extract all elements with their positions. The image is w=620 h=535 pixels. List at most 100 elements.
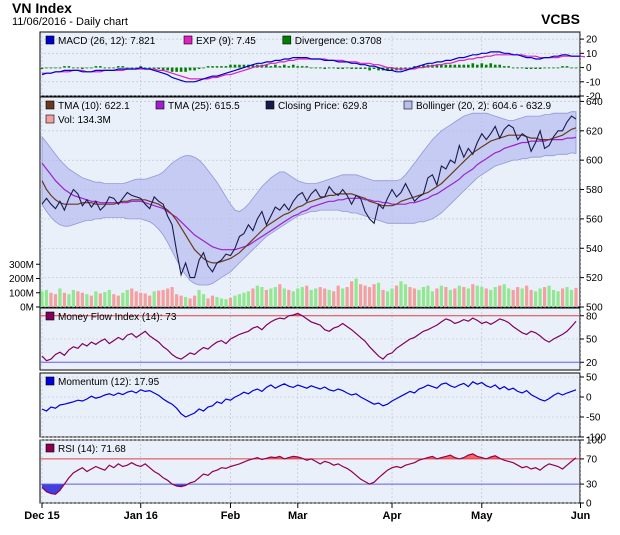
volume-bar-8 xyxy=(76,291,80,307)
volume-bar-108 xyxy=(525,285,529,307)
macd-divergence-bar-47 xyxy=(251,64,255,68)
volume-bar-49 xyxy=(260,287,264,307)
macd-divergence-bar-34 xyxy=(193,67,196,71)
macd-divergence-bar-12 xyxy=(94,66,98,68)
macd-divergence-bar-81 xyxy=(404,67,407,69)
macd-divergence-bar-36 xyxy=(202,67,205,69)
macd-divergence-bar-4 xyxy=(58,67,62,69)
volume-bar-42 xyxy=(228,297,233,307)
volume-bar-27 xyxy=(161,289,165,307)
macd-divergence-bar-9 xyxy=(81,67,84,69)
macd-divergence-bar-16 xyxy=(112,67,116,69)
macd-divergence-bar-83 xyxy=(413,66,416,68)
volume-bar-71 xyxy=(359,284,363,307)
volume-legend-swatch-0 xyxy=(45,114,55,124)
macd-divergence-bar-97 xyxy=(475,64,479,68)
macd-divergence-bar-66 xyxy=(336,67,340,69)
volume-bar-14 xyxy=(103,292,107,307)
macd-divergence-bar-96 xyxy=(471,63,475,68)
volume-bar-35 xyxy=(197,289,201,307)
volume-bar-21 xyxy=(134,291,138,307)
macd-divergence-bar-25 xyxy=(152,67,156,69)
volume-bar-36 xyxy=(201,294,206,307)
macd-divergence-bar-85 xyxy=(422,64,425,68)
macd-legend-label-1: EXP (9): 7.45 xyxy=(196,36,256,47)
volume-bar-15 xyxy=(107,289,111,307)
macd-divergence-bar-98 xyxy=(480,63,484,68)
volume-bar-83 xyxy=(412,288,417,307)
macd-divergence-bar-13 xyxy=(99,66,102,68)
volume-bar-67 xyxy=(341,288,345,307)
macd-divergence-bar-32 xyxy=(184,67,187,72)
macd-divergence-bar-99 xyxy=(484,64,488,68)
volume-bar-59 xyxy=(305,285,309,307)
brand-label: VCBS xyxy=(541,11,580,27)
volume-bar-90 xyxy=(444,287,448,307)
rsi-line xyxy=(41,453,577,495)
rsi-legend-label-0: RSI (14): 71.68 xyxy=(58,444,126,455)
volume-bar-10 xyxy=(85,294,89,307)
volume-bar-3 xyxy=(53,294,58,307)
volume-bar-99 xyxy=(484,288,488,307)
volume-bar-91 xyxy=(448,289,452,307)
macd-divergence-bar-19 xyxy=(125,67,129,69)
macd-divergence-bar-33 xyxy=(188,67,192,71)
macd-divergence-bar-57 xyxy=(296,66,300,68)
macd-divergence-bar-14 xyxy=(103,67,107,69)
volume-bar-60 xyxy=(309,289,313,307)
macd-divergence-bar-107 xyxy=(520,67,524,69)
price-axis-tick-label-5: 540 xyxy=(586,244,603,255)
macd-divergence-bar-59 xyxy=(305,66,309,68)
macd-divergence-bar-69 xyxy=(350,67,353,69)
volume-bar-25 xyxy=(152,291,156,307)
volume-bar-56 xyxy=(291,291,295,307)
x-tick-label-4: Apr xyxy=(383,510,403,522)
macd-divergence-bar-50 xyxy=(265,64,268,68)
macd-divergence-bar-0 xyxy=(40,67,44,69)
price-axis-tick-label-0: 640 xyxy=(586,97,603,108)
macd-divergence-bar-41 xyxy=(224,66,228,68)
macd-divergence-bar-102 xyxy=(498,64,502,68)
momentum-line xyxy=(41,381,577,418)
macd-divergence-bar-24 xyxy=(148,67,151,69)
volume-bar-70 xyxy=(354,278,358,307)
macd-divergence-bar-2 xyxy=(49,67,53,69)
rsi-panel xyxy=(39,439,581,504)
chart-title: VN Index xyxy=(12,0,72,16)
volume-bar-112 xyxy=(542,287,547,307)
volume-bar-7 xyxy=(71,289,76,307)
volume-bar-102 xyxy=(498,285,502,307)
volume-bar-39 xyxy=(215,297,219,307)
macd-divergence-bar-11 xyxy=(90,67,93,69)
macd-divergence-bar-100 xyxy=(489,63,493,68)
volume-bar-23 xyxy=(143,293,147,307)
volume-bar-12 xyxy=(94,291,98,307)
volume-bar-105 xyxy=(511,289,515,307)
x-tick-label-1: Jan 16 xyxy=(124,510,158,522)
macd-divergence-bar-10 xyxy=(85,67,89,69)
macd-divergence-bar-55 xyxy=(287,66,291,68)
price-axis-tick-label-6: 520 xyxy=(586,273,603,284)
macd-divergence-bar-110 xyxy=(534,67,537,69)
volume-bar-61 xyxy=(314,288,318,307)
macd-divergence-bar-109 xyxy=(529,67,533,69)
price-legend-swatch-3 xyxy=(403,100,413,110)
macd-divergence-bar-37 xyxy=(206,66,210,68)
volume-bar-26 xyxy=(157,290,161,307)
price-legend-swatch-0 xyxy=(45,100,55,110)
volume-bar-34 xyxy=(192,295,197,307)
macd-divergence-bar-3 xyxy=(54,67,57,69)
macd-divergence-bar-93 xyxy=(458,64,461,68)
price-axis-tick-label-3: 580 xyxy=(586,185,603,196)
macd-divergence-bar-91 xyxy=(449,64,452,68)
macd-divergence-bar-1 xyxy=(45,67,48,69)
macd-divergence-bar-35 xyxy=(197,67,201,69)
volume-bar-96 xyxy=(471,284,475,307)
volume-bar-17 xyxy=(116,295,120,307)
macd-divergence-bar-62 xyxy=(318,67,322,69)
macd-divergence-bar-38 xyxy=(211,66,214,68)
rsi-axis-tick-label-0: 100 xyxy=(586,436,603,447)
x-tick-label-5: May xyxy=(471,510,493,522)
volume-bar-81 xyxy=(403,284,408,307)
